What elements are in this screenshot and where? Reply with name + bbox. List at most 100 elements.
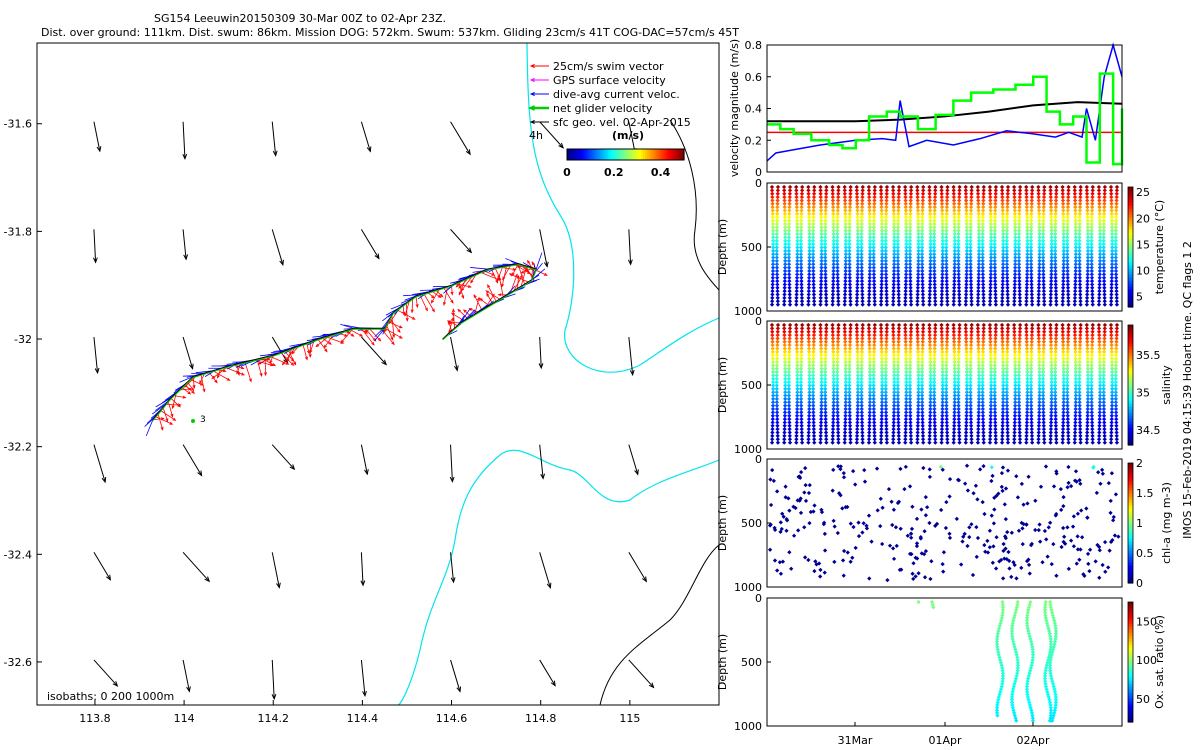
profile-sample: [976, 218, 981, 223]
profile-sample: [835, 231, 840, 237]
profile-sample: [819, 258, 824, 264]
profile-sample: [1096, 184, 1102, 190]
profile-sample: [1013, 231, 1018, 237]
profile-sample: [811, 400, 816, 405]
profile-sample: [807, 252, 812, 257]
profile-sample: [1029, 205, 1034, 210]
profile-sample: [1077, 241, 1082, 247]
profile-sample: [904, 248, 909, 253]
profile-sample: [786, 366, 792, 371]
profile-sample: [968, 268, 973, 274]
geo-velocity-arrow: [628, 229, 632, 265]
profile-sample: [944, 285, 950, 290]
profile-sample: [859, 218, 864, 223]
colorbar-cell: [641, 149, 644, 160]
profile-sample: [799, 295, 805, 301]
profile-sample: [771, 241, 776, 247]
profile-sample: [895, 231, 901, 237]
profile-sample: [1036, 299, 1041, 304]
swim-vector-head: [306, 350, 310, 355]
profile-sample: [782, 215, 788, 220]
profile-sample: [843, 208, 848, 213]
colorbar-cell: [1128, 229, 1133, 233]
profile-sample: [812, 326, 817, 331]
profile-sample: [1066, 302, 1071, 307]
profile-sample: [1041, 208, 1046, 213]
profile-sample: [1072, 194, 1078, 200]
profile-sample: [787, 437, 793, 442]
profile-sample: [771, 393, 776, 398]
profile-sample: [1109, 211, 1114, 217]
profile-sample: [807, 403, 812, 408]
profile-sample: [836, 299, 841, 304]
profile-sample: [800, 184, 805, 190]
profile-sample: [855, 282, 860, 287]
profile-sample: [969, 188, 974, 193]
profile-sample: [823, 336, 829, 341]
colorbar-cell: [1128, 235, 1133, 239]
swim-vector: [513, 275, 523, 291]
profile-sample: [799, 437, 805, 442]
profile-sample: [980, 228, 985, 233]
profile-sample: [964, 215, 969, 220]
profile-sample: [903, 191, 908, 196]
profile-sample: [1012, 211, 1018, 217]
profile-sample: [1017, 211, 1022, 217]
profile-sample: [1090, 302, 1095, 307]
profile-sample: [964, 252, 970, 257]
profile-sample: [771, 238, 776, 243]
profile-sample: [872, 188, 877, 193]
profile-sample: [915, 285, 920, 290]
profile-sample: [1072, 184, 1077, 190]
profile-sample: [939, 292, 945, 297]
profile-sample: [824, 191, 829, 196]
profile-sample: [916, 221, 921, 227]
profile-sample: [786, 386, 792, 391]
profile-sample: [774, 390, 779, 395]
profile-sample: [903, 292, 908, 297]
profile-sample: [831, 248, 836, 253]
profile-sample: [1102, 289, 1107, 294]
profile-sample: [1041, 289, 1046, 294]
profile-sample: [1012, 440, 1017, 445]
profile-sample: [1077, 245, 1082, 250]
profile-sample: [1037, 228, 1042, 233]
profile-sample: [1097, 205, 1102, 210]
profile-sample: [880, 245, 885, 250]
profile-sample: [896, 211, 901, 217]
colorbar-tick-label: 20: [1136, 212, 1150, 225]
profile-sample: [1077, 275, 1082, 280]
swim-vector-head: [248, 378, 252, 383]
profile-sample: [798, 241, 804, 247]
profile-sample: [908, 278, 913, 284]
profile-sample: [1037, 255, 1042, 260]
profile-sample: [969, 440, 974, 445]
profile-sample: [1101, 225, 1106, 230]
colorbar-cell: [682, 149, 685, 160]
profile-sample: [879, 289, 884, 294]
profile-sample: [940, 235, 945, 240]
profile-sample: [1089, 211, 1095, 217]
swim-vector: [411, 298, 414, 313]
swim-vector: [157, 413, 164, 430]
profile-sample: [928, 225, 933, 230]
profile-sample: [795, 363, 800, 368]
profile-sample: [1113, 228, 1119, 233]
profile-sample: [774, 373, 779, 378]
profile-sample: [847, 268, 852, 274]
profile-sample: [952, 252, 957, 257]
profile-sample: [908, 194, 913, 200]
profile-sample: [879, 205, 884, 210]
profile-sample: [1029, 191, 1035, 196]
profile-sample: [770, 289, 775, 294]
profile-sample: [771, 369, 776, 375]
profile-sample: [940, 275, 945, 280]
profile-sample: [928, 211, 933, 217]
profile-sample: [775, 194, 780, 200]
colorbar-cell: [674, 149, 677, 160]
profile-sample: [787, 423, 792, 428]
profile-sample: [819, 272, 824, 277]
profile-sample: [1037, 248, 1042, 253]
profile-sample: [830, 292, 836, 297]
profile-sample: [1025, 252, 1030, 257]
